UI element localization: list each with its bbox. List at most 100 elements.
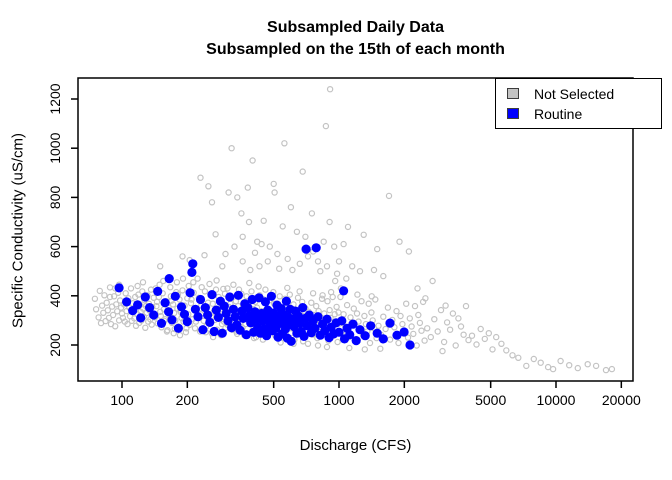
not-selected-point: [163, 328, 171, 335]
legend-label-not-selected: Not Selected: [534, 85, 615, 102]
routine-point: [205, 317, 215, 327]
not-selected-point: [112, 301, 120, 308]
routine-point: [301, 244, 311, 254]
not-selected-point: [326, 218, 333, 226]
routine-point: [167, 315, 177, 325]
not-selected-point: [304, 340, 312, 347]
routine-point: [299, 331, 309, 341]
routine-point: [211, 305, 221, 315]
routine-point: [351, 336, 361, 346]
not-selected-point: [106, 293, 114, 301]
not-selected-point: [197, 174, 204, 181]
not-selected-point: [225, 189, 232, 196]
legend-item-routine: Routine: [507, 106, 661, 122]
not-selected-point: [205, 183, 212, 190]
x-tick-label: 100: [110, 392, 134, 408]
routine-point: [345, 330, 355, 340]
not-selected-point: [411, 302, 419, 310]
not-selected-point: [255, 283, 262, 290]
not-selected-point: [437, 306, 445, 314]
routine-point: [149, 310, 159, 320]
routine-point: [200, 303, 210, 313]
not-selected-point: [314, 342, 322, 349]
not-selected-point: [380, 313, 387, 320]
routine-point: [170, 291, 180, 301]
routine-point: [195, 294, 206, 305]
routine-point: [173, 323, 183, 333]
not-selected-point: [350, 305, 357, 312]
not-selected-point: [190, 279, 197, 286]
routine-point: [188, 259, 198, 269]
not-selected-point: [446, 326, 454, 333]
y-tick-label: 400: [47, 284, 63, 308]
not-selected-point: [343, 275, 350, 282]
not-selected-point: [238, 210, 245, 217]
not-selected-point: [264, 258, 271, 265]
routine-point: [213, 312, 223, 322]
not-selected-point: [256, 263, 263, 270]
not-selected-point: [334, 338, 341, 346]
not-selected-point: [327, 288, 335, 296]
not-selected-point: [416, 319, 424, 327]
routine-point: [310, 323, 320, 333]
not-selected-point: [584, 361, 591, 368]
routine-point: [217, 328, 227, 338]
not-selected-point: [179, 275, 187, 282]
routine-point: [114, 283, 124, 293]
not-selected-point: [299, 168, 306, 175]
not-selected-point: [134, 282, 141, 290]
routine-point: [228, 304, 238, 314]
not-selected-point: [489, 346, 496, 353]
not-selected-point: [296, 288, 303, 295]
not-selected-point: [179, 253, 186, 260]
not-selected-point: [335, 258, 343, 265]
not-selected-point: [224, 285, 231, 292]
routine-point: [145, 303, 155, 313]
not-selected-point: [302, 233, 309, 240]
not-selected-point: [109, 311, 117, 319]
not-selected-point: [286, 291, 293, 298]
not-selected-point: [110, 293, 118, 300]
not-selected-point: [270, 180, 277, 188]
not-selected-point: [296, 260, 303, 267]
not-selected-point: [442, 302, 449, 309]
routine-point: [225, 292, 235, 302]
routine-point: [153, 286, 163, 296]
not-selected-point: [169, 301, 177, 308]
routine-point: [399, 327, 409, 337]
legend-label-routine: Routine: [534, 105, 583, 122]
not-selected-point: [187, 300, 195, 307]
not-selected-point: [537, 359, 544, 366]
not-selected-point: [375, 322, 382, 329]
not-selected-point: [574, 364, 582, 372]
not-selected-point: [337, 293, 344, 301]
not-selected-point: [208, 199, 216, 206]
not-selected-point: [249, 157, 256, 164]
routine-point: [266, 291, 276, 301]
not-selected-point: [331, 243, 338, 250]
not-selected-point: [414, 285, 421, 292]
routine-point: [311, 243, 321, 253]
routine-point: [207, 290, 217, 300]
not-selected-point: [251, 249, 259, 256]
routine-point: [260, 297, 270, 307]
not-selected-point: [372, 296, 379, 303]
not-selected-point: [287, 203, 295, 211]
not-selected-point: [368, 293, 375, 300]
not-selected-point: [95, 314, 102, 321]
not-selected-point: [427, 333, 434, 341]
not-selected-point: [106, 284, 114, 291]
not-selected-point: [284, 255, 291, 263]
not-selected-point: [230, 281, 237, 288]
not-selected-point: [460, 331, 467, 338]
not-selected-point: [410, 330, 417, 338]
routine-point: [355, 325, 365, 335]
routine-point: [392, 330, 402, 340]
not-selected-point: [429, 277, 436, 285]
routine-point: [241, 330, 251, 340]
routine-point: [185, 288, 195, 298]
not-selected-point: [304, 253, 312, 260]
not-selected-point: [385, 192, 393, 200]
not-selected-point: [465, 336, 472, 344]
not-selected-point: [380, 272, 387, 280]
